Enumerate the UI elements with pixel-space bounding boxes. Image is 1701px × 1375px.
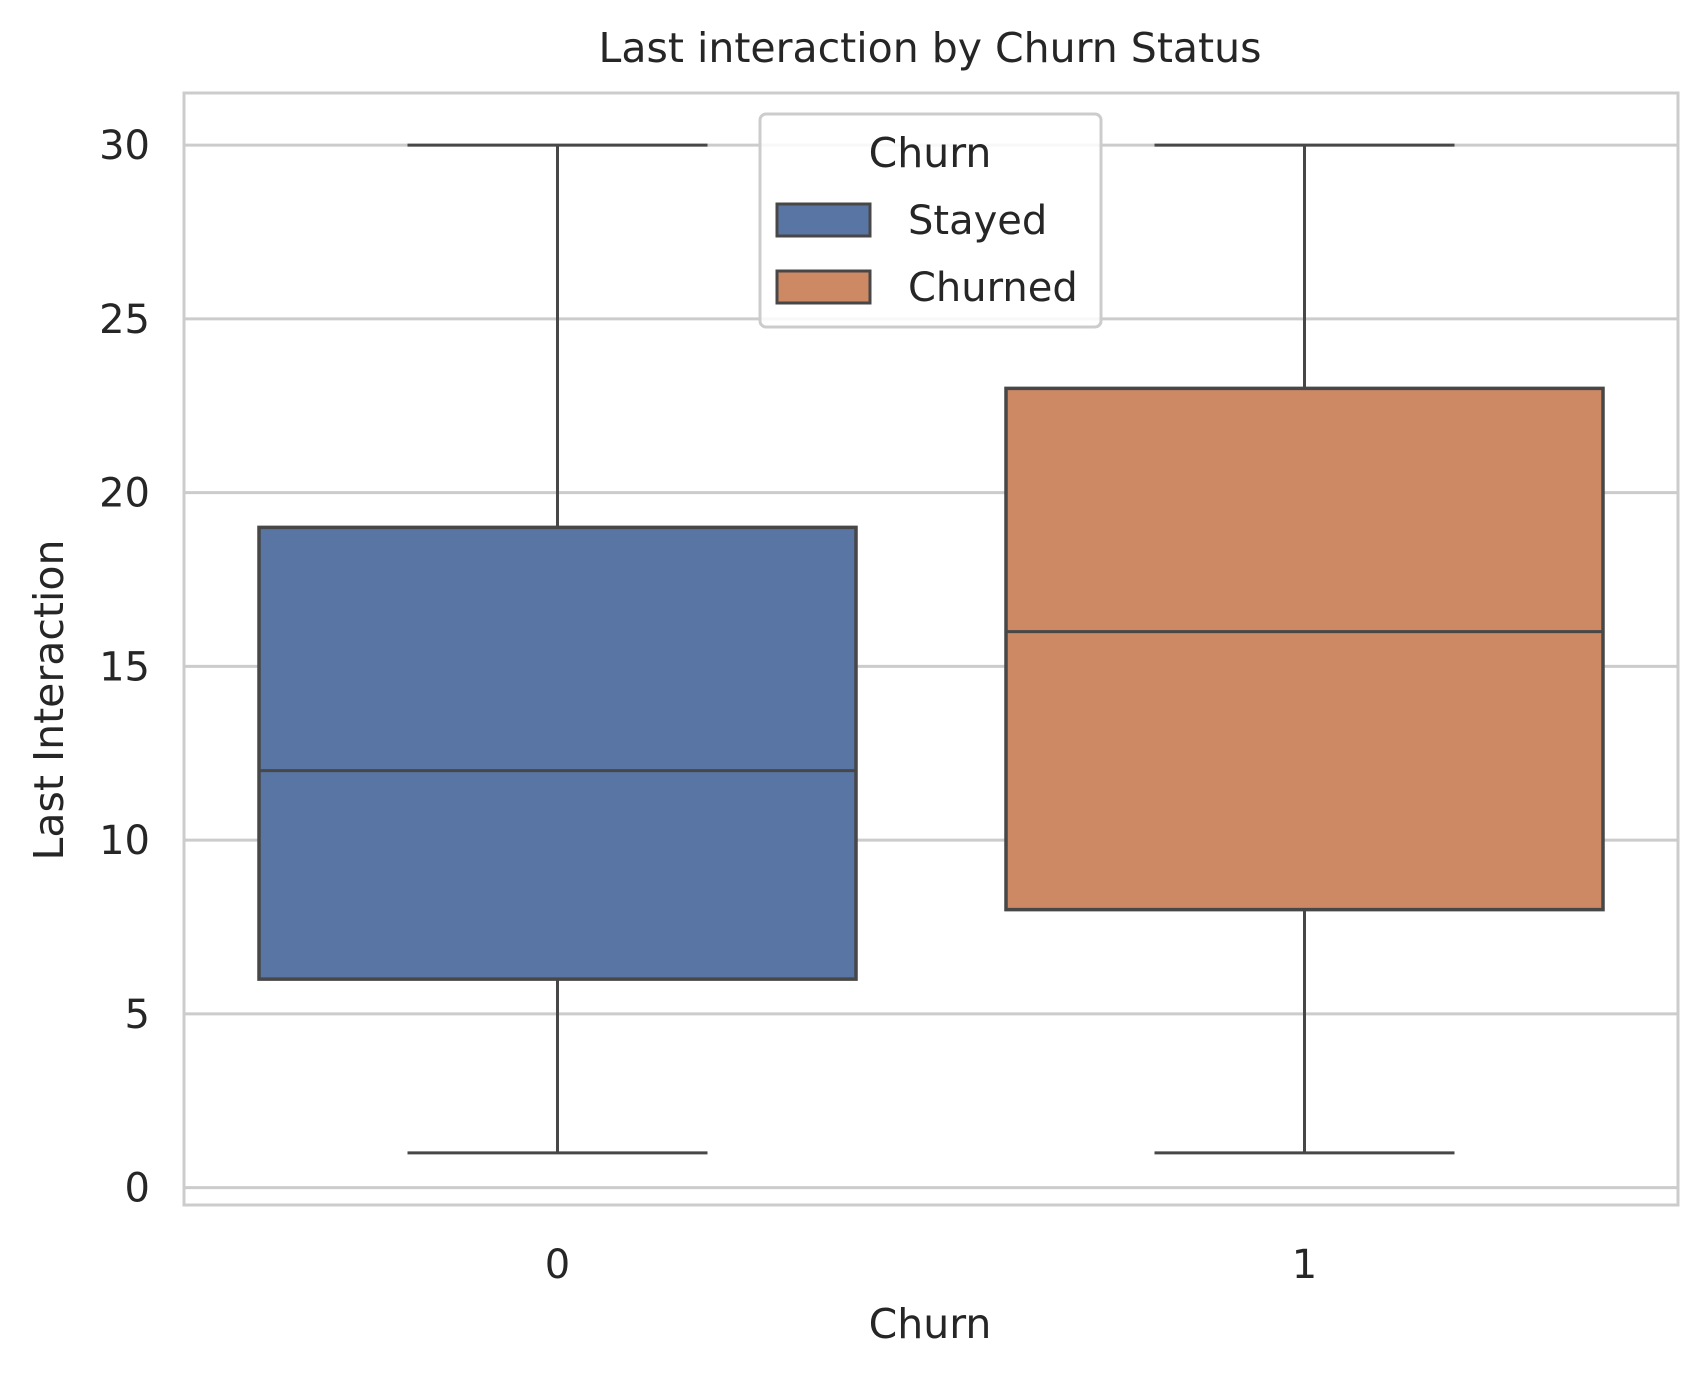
box-plot-0 — [257, 143, 858, 1155]
legend-entry: Stayed — [775, 198, 1047, 244]
legend-label: Stayed — [908, 198, 1047, 244]
x-axis-label: Churn — [869, 1300, 992, 1348]
y-tick-label: 0 — [125, 1166, 150, 1212]
legend-title: Churn — [869, 129, 992, 177]
plot-frame — [182, 91, 1680, 1207]
legend-entries: Stayed Churned — [775, 198, 1078, 311]
y-tick-label: 20 — [99, 471, 150, 517]
chart-title: Last interaction by Churn Status — [599, 24, 1262, 72]
y-tick-label: 5 — [125, 992, 150, 1038]
legend-swatch — [775, 269, 872, 305]
legend-swatch — [775, 202, 872, 238]
legend: Churn Stayed Churned — [758, 112, 1103, 329]
box — [257, 525, 858, 981]
legend-label: Churned — [908, 265, 1078, 311]
legend-entry: Churned — [775, 265, 1078, 311]
box-plot-1 — [1004, 143, 1605, 1155]
y-axis-label: Last Interaction — [25, 540, 73, 861]
y-tick-label: 10 — [99, 818, 150, 864]
y-tick-label: 15 — [99, 644, 150, 690]
x-tick-label: 1 — [1292, 1242, 1317, 1288]
box-plots — [257, 143, 1605, 1155]
box — [1004, 386, 1605, 912]
y-tick-label: 25 — [99, 297, 150, 343]
y-axis-ticks: 0 5 10 15 20 25 30 — [99, 123, 150, 1212]
x-tick-label: 0 — [545, 1242, 570, 1288]
y-tick-label: 30 — [99, 123, 150, 169]
